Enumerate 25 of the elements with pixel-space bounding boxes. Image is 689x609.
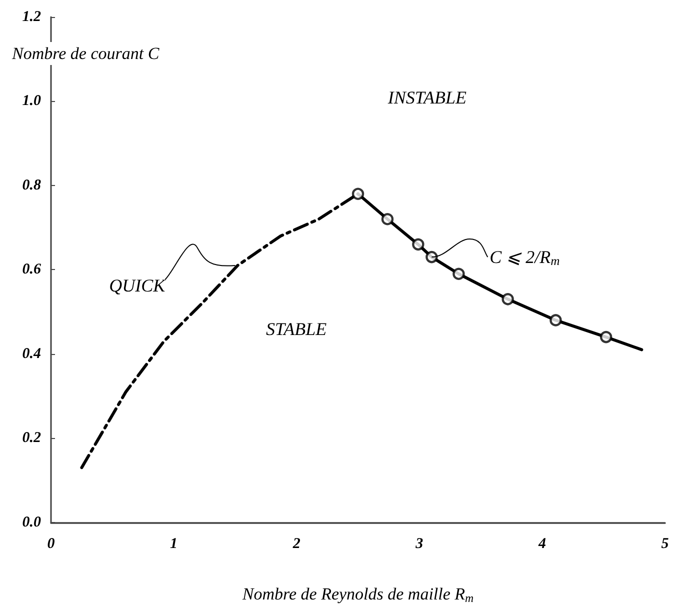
y-tick-label: 0.4 [22,346,42,362]
y-axis-title: Nombre de courant C [11,44,160,63]
x-tick-label: 0 [47,536,56,552]
point [550,314,562,326]
point [381,213,394,226]
annotation: INSTABLE [386,87,467,108]
y-tick-label: 0.2 [22,430,42,446]
x-tick-label: 2 [292,536,301,552]
point [352,188,364,200]
point [502,293,514,306]
x-tick-label: 4 [537,536,546,552]
annotation: QUICK [109,275,166,296]
point [412,238,424,251]
y-tick-label: 1.2 [22,9,42,25]
y-tick-label: 0.8 [22,177,42,194]
point [426,250,438,264]
point [600,330,612,344]
y-tick-label: 0.6 [22,262,42,278]
x-tick-label: 3 [414,536,424,552]
y-tick-label: 1.0 [22,93,42,110]
y-tick-label: 0.0 [22,514,42,530]
annotation: STABLE [266,318,327,339]
x-tick-label: 5 [661,536,670,552]
x-tick-label: 1 [170,536,178,552]
point [452,268,465,280]
